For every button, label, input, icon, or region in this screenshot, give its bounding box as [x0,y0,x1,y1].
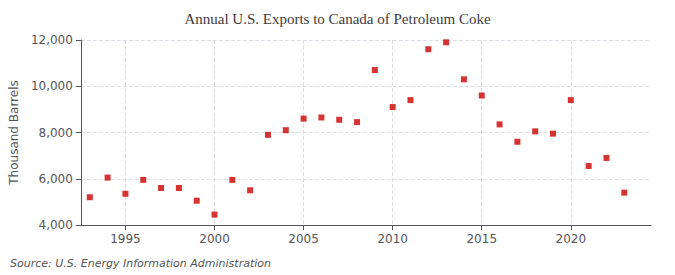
svg-text:2015: 2015 [466,232,497,246]
svg-text:2000: 2000 [199,232,230,246]
svg-text:1995: 1995 [110,232,141,246]
svg-text:2020: 2020 [556,232,587,246]
svg-text:4,000: 4,000 [39,218,73,232]
svg-text:2005: 2005 [288,232,319,246]
svg-text:10,000: 10,000 [31,79,73,93]
svg-text:Annual U.S. Exports to Canada: Annual U.S. Exports to Canada of Petrole… [184,11,491,27]
svg-text:12,000: 12,000 [31,33,73,47]
svg-text:Source: U.S. Energy Informatio: Source: U.S. Energy Information Administ… [10,257,271,270]
svg-text:2010: 2010 [377,232,408,246]
svg-text:6,000: 6,000 [39,172,73,186]
svg-text:Thousand Barrels: Thousand Barrels [7,80,21,185]
svg-text:8,000: 8,000 [39,126,73,140]
